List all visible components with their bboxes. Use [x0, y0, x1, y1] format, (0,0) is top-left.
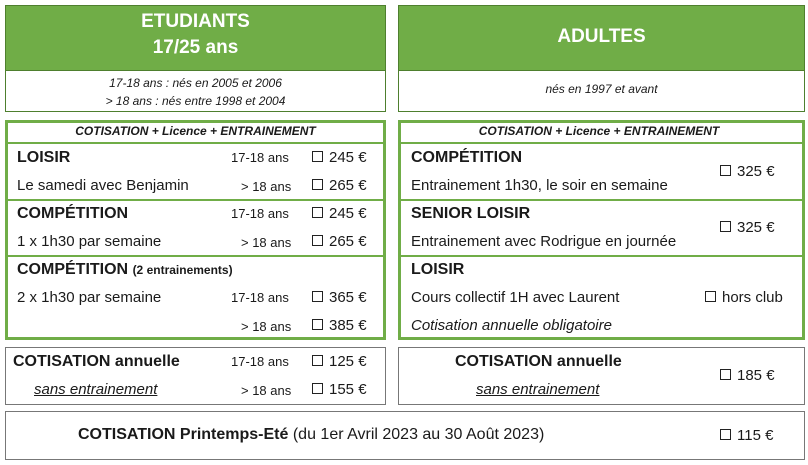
checkbox[interactable] [312, 207, 323, 218]
student-competition-age-b: > 18 ans [241, 235, 292, 250]
students-pricing-box [5, 120, 386, 340]
adult-senior-loisir-price: 325 € [737, 219, 775, 236]
adult-competition-desc: Entrainement 1h30, le soir en semaine [411, 177, 668, 194]
student-loisir-price-b: 265 € [329, 177, 367, 194]
checkbox[interactable] [312, 235, 323, 246]
student-competition2-price-b-option[interactable]: 385 € [312, 317, 367, 334]
student-competition2-name-line: COMPÉTITION (2 entrainements) [17, 261, 233, 279]
adult-annual-subtitle: sans entrainement [476, 381, 600, 398]
student-annual-age-b: > 18 ans [241, 383, 292, 398]
student-annual-age-a: 17-18 ans [231, 354, 289, 369]
student-competition2-price-a-option[interactable]: 365 € [312, 289, 367, 306]
spring-period: (du 1er Avril 2023 au 30 Août 2023) [292, 426, 545, 443]
student-competition-name: COMPÉTITION [17, 205, 129, 222]
student-competition2-age-b: > 18 ans [241, 319, 292, 334]
checkbox[interactable] [720, 429, 731, 440]
student-annual-title: COTISATION annuelle [13, 353, 180, 370]
students-birth-info: 17-18 ans : nés en 2005 et 2006 > 18 ans… [5, 71, 386, 112]
adults-section-header: COTISATION + Licence + ENTRAINEMENT [478, 124, 720, 138]
adult-competition-price-option[interactable]: 325 € [720, 163, 775, 180]
divider [6, 199, 385, 201]
checkbox[interactable] [720, 165, 731, 176]
students-birth-line-1: 17-18 ans : nés en 2005 et 2006 [109, 76, 282, 90]
student-competition2-age-a: 17-18 ans [231, 290, 289, 305]
adults-header: ADULTES [398, 5, 805, 71]
adults-pricing-box [398, 120, 805, 340]
adult-annual-title: COTISATION annuelle [455, 353, 622, 370]
spring-price-option[interactable]: 115 € [720, 427, 773, 444]
student-competition2-desc: 2 x 1h30 par semaine [17, 289, 162, 306]
divider [399, 255, 804, 257]
student-loisir-price-a: 245 € [329, 149, 367, 166]
student-competition2-price-b: 385 € [329, 317, 367, 334]
spring-title-line: COTISATION Printemps-Eté (du 1er Avril 2… [78, 426, 544, 444]
student-annual-subtitle: sans entrainement [34, 381, 158, 398]
adult-loisir-price: hors club [722, 289, 783, 306]
students-age-range: 17/25 ans [152, 37, 239, 58]
divider [6, 255, 385, 257]
adult-loisir-desc: Cours collectif 1H avec Laurent [411, 289, 620, 306]
adult-loisir-price-option[interactable]: hors club [705, 289, 783, 306]
checkbox[interactable] [312, 291, 323, 302]
divider [399, 199, 804, 201]
student-competition-price-b: 265 € [329, 233, 367, 250]
adult-annual-price-option[interactable]: 185 € [720, 367, 775, 384]
student-loisir-name: LOISIR [17, 149, 71, 166]
student-loisir-desc: Le samedi avec Benjamin [17, 177, 189, 194]
student-annual-price-b-option[interactable]: 155 € [312, 381, 367, 398]
adult-senior-loisir-name: SENIOR LOISIR [411, 205, 531, 222]
adult-competition-name: COMPÉTITION [411, 149, 523, 166]
spring-title: COTISATION Printemps-Eté [78, 426, 289, 443]
adults-birth-line: nés en 1997 et avant [545, 82, 658, 96]
student-competition-age-a: 17-18 ans [231, 206, 289, 221]
adults-birth-info: nés en 1997 et avant [398, 71, 805, 112]
adult-senior-loisir-price-option[interactable]: 325 € [720, 219, 775, 236]
student-competition-price-a: 245 € [329, 205, 367, 222]
student-competition2-note: (2 entrainements) [132, 263, 233, 277]
checkbox[interactable] [312, 319, 323, 330]
student-loisir-age-a: 17-18 ans [231, 150, 289, 165]
checkbox[interactable] [312, 383, 323, 394]
student-loisir-price-a-option[interactable]: 245 € [312, 149, 367, 166]
adults-title: ADULTES [557, 26, 646, 47]
students-birth-line-2: > 18 ans : nés entre 1998 et 2004 [105, 94, 286, 108]
spring-price: 115 € [737, 427, 774, 444]
spring-box [5, 411, 805, 460]
student-competition2-price-a: 365 € [329, 289, 367, 306]
divider [6, 142, 385, 144]
adult-loisir-note: Cotisation annuelle obligatoire [411, 317, 612, 334]
student-annual-price-a: 125 € [329, 353, 367, 370]
adult-annual-box [398, 347, 805, 405]
students-section-header: COTISATION + Licence + ENTRAINEMENT [75, 124, 316, 138]
divider [399, 142, 804, 144]
student-loisir-price-b-option[interactable]: 265 € [312, 177, 367, 194]
checkbox[interactable] [312, 151, 323, 162]
student-competition2-name: COMPÉTITION [17, 261, 129, 278]
student-loisir-age-b: > 18 ans [241, 179, 292, 194]
adult-annual-price: 185 € [737, 367, 775, 384]
checkbox[interactable] [312, 179, 323, 190]
students-title: ETUDIANTS [141, 11, 250, 32]
student-competition-price-b-option[interactable]: 265 € [312, 233, 367, 250]
adult-loisir-name: LOISIR [411, 261, 465, 278]
checkbox[interactable] [312, 355, 323, 366]
student-annual-box [5, 347, 386, 405]
checkbox[interactable] [705, 291, 716, 302]
student-annual-price-a-option[interactable]: 125 € [312, 353, 367, 370]
checkbox[interactable] [720, 221, 731, 232]
student-competition-desc: 1 x 1h30 par semaine [17, 233, 162, 250]
adult-competition-price: 325 € [737, 163, 775, 180]
student-competition-price-a-option[interactable]: 245 € [312, 205, 367, 222]
checkbox[interactable] [720, 369, 731, 380]
adult-senior-loisir-desc: Entrainement avec Rodrigue en journée [411, 233, 677, 250]
student-annual-price-b: 155 € [329, 381, 367, 398]
students-header: ETUDIANTS 17/25 ans [5, 5, 386, 71]
